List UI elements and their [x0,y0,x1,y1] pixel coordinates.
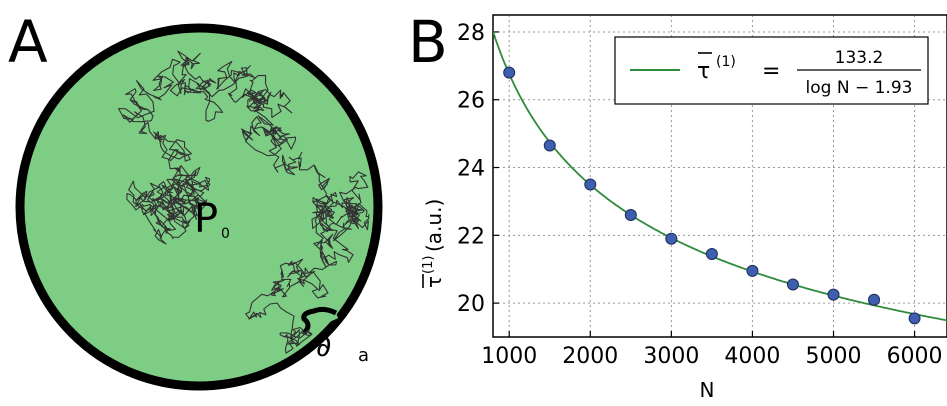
y-tick-label: 22 [457,224,485,249]
data-point [827,288,840,301]
legend-equals: = [762,59,780,84]
data-point [624,208,637,221]
panel-a: A P 0 ∂ a [8,8,383,391]
legend: τ (1) = 133.2 log N − 1.93 [614,36,929,105]
panel-a-letter: A [8,8,48,76]
y-axis-label-superscript: (1) [421,256,436,274]
y-axis-label-unit: (a.u.) [422,199,446,252]
data-point [908,312,921,325]
legend-tau-symbol: τ [697,59,710,84]
data-point [543,139,556,152]
x-tick-label: 4000 [724,344,780,369]
boundary-label: ∂ [316,329,332,364]
data-point [746,264,759,277]
data-point [705,247,718,260]
panel-b: B 1000 2000 3000 4000 5000 6000 20 22 24 26 28 τ (… [408,8,947,402]
y-tick-label: 28 [457,21,485,46]
data-point [584,178,597,191]
x-tick-label: 2000 [562,344,618,369]
plot-area: 1000 2000 3000 4000 5000 6000 20 22 24 26 28 [457,14,947,369]
x-tick-label: 6000 [887,344,943,369]
panel-b-letter: B [408,8,448,76]
data-point [665,232,678,245]
x-tick-label: 3000 [643,344,699,369]
boundary-subscript: a [358,345,369,366]
start-point-subscript: 0 [221,226,230,242]
y-tick-label: 24 [457,157,485,182]
legend-tau-superscript: (1) [716,54,736,70]
random-walk-trajectory [118,50,370,354]
x-tick-label: 1000 [481,344,537,369]
data-point [503,66,516,79]
plot-frame [492,14,947,338]
x-tick-label: 5000 [806,344,862,369]
data-point [786,278,799,291]
y-tick-label: 20 [457,292,485,317]
data-point [868,293,881,306]
legend-denominator: log N − 1.93 [806,78,913,98]
walk-path [118,50,370,354]
start-point-label: P [194,196,218,242]
legend-numerator: 133.2 [835,48,884,68]
y-tick-label: 26 [457,89,485,114]
y-axis-label: τ (1) (a.u.) [421,199,446,288]
absorbing-window-edge [301,306,338,335]
x-axis-label: N [700,378,715,402]
y-axis-label-symbol: τ [422,276,446,288]
